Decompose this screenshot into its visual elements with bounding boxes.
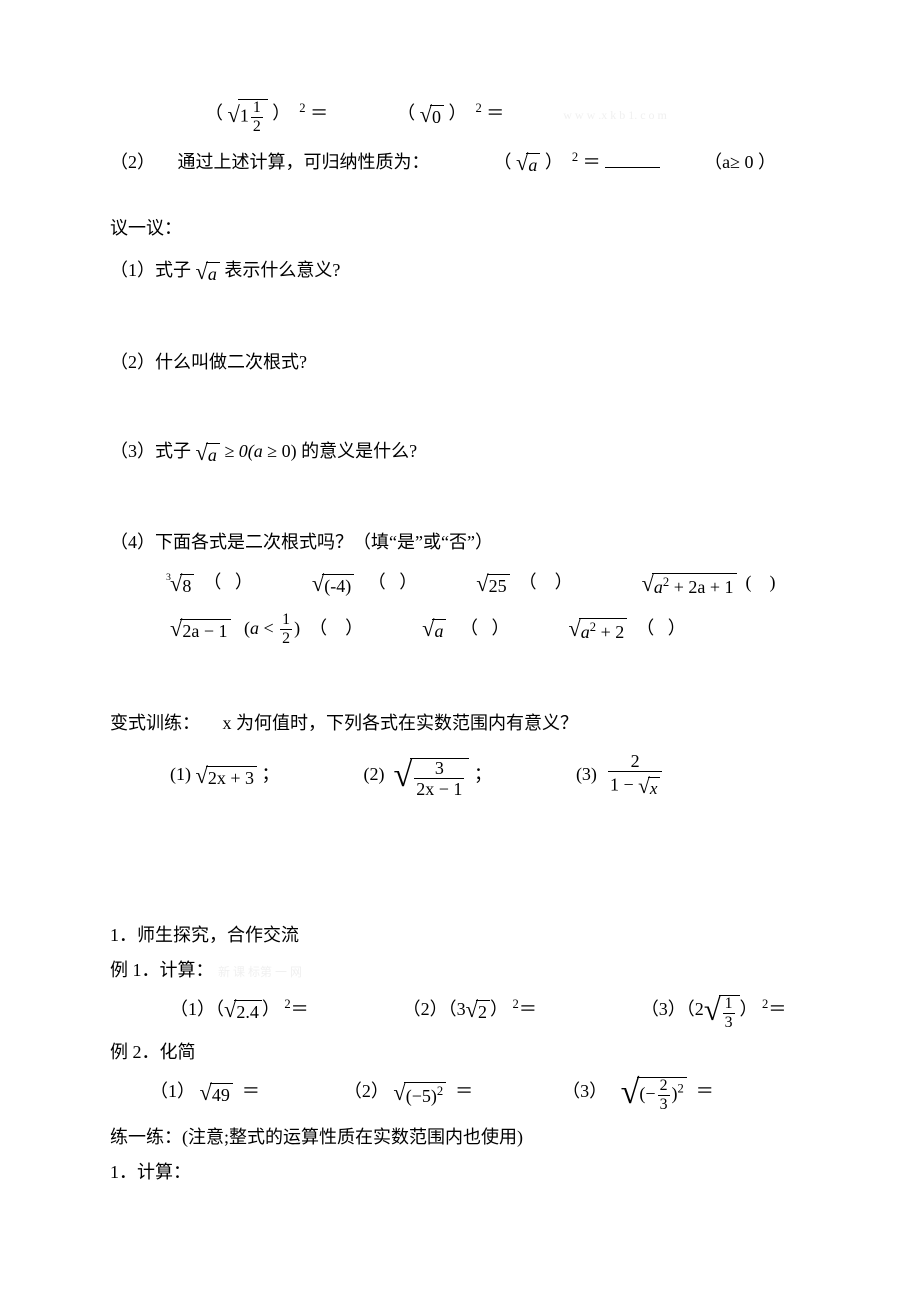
example-2-problems: （1） √49 ＝ （2） √(−5)2 ＝ （3） √(−23)2 ＝ bbox=[110, 1073, 830, 1113]
variation-text: x 为何值时，下列各式在实数范围内有意义？ bbox=[223, 713, 579, 733]
variation-title: 变式训练： bbox=[110, 713, 200, 733]
paren-left: （ bbox=[205, 103, 223, 123]
equals: ＝ bbox=[486, 103, 504, 123]
paren-right: ） bbox=[448, 103, 466, 123]
ex1-p3: （3）（2√13） 2＝ bbox=[641, 999, 787, 1019]
sqrt-a-icon: √a bbox=[196, 439, 220, 467]
variation-title-line: 变式训练： x 为何值时，下列各式在实数范围内有意义？ bbox=[110, 709, 830, 738]
expr4-line1: 3 √8 （ ） √(-4) （ ） √25 （ ） √a2 + 2a + 1 … bbox=[110, 563, 830, 603]
blank-underline bbox=[605, 148, 660, 168]
frac-2-over: 2 1 − √x bbox=[606, 752, 664, 800]
watermark-text: w w w .x k b 1. c o m bbox=[563, 108, 667, 122]
discuss-q2: （2）什么叫做二次根式? bbox=[110, 348, 830, 377]
discuss-q1: （1）式子 √a 表示什么意义? bbox=[110, 256, 830, 286]
ex2-p3: （3） √(−23)2 ＝ bbox=[562, 1081, 714, 1101]
p3-label: (3) bbox=[576, 764, 597, 784]
ex2-p2: （2） √(−5)2 ＝ bbox=[344, 1081, 478, 1101]
paren-right: ） bbox=[272, 103, 290, 123]
equals: ＝ bbox=[583, 152, 601, 172]
discuss-q3: （3）式子 √a ≥ 0(a ≥ 0) 的意义是什么? bbox=[110, 437, 830, 467]
sqrt-0: √0 bbox=[420, 101, 444, 129]
expr4-line2: √2a − 1 (a < 12) （ ） √a （ ） √a2 + 2 （ ） bbox=[110, 609, 830, 649]
sqrt-a2p2: √a2 + 2 bbox=[568, 614, 627, 644]
practice-item-1: 1．计算： bbox=[110, 1158, 830, 1187]
p1-label: (1) bbox=[170, 764, 191, 784]
sqrt-2a-1: √2a − 1 bbox=[170, 615, 231, 643]
condition: （a≥ 0 ） bbox=[704, 152, 776, 172]
watermark-text: 新 课 标第 一 网 bbox=[218, 965, 302, 979]
expr-line-1: （ √ 112 ） 2 ＝ （ √0 ） 2 ＝ w w w .x k b 1.… bbox=[110, 95, 830, 135]
exp-label: 2 bbox=[471, 103, 482, 123]
section-1: 1．师生探究，合作交流 bbox=[110, 921, 830, 950]
sqrt-frac-3: √32x − 1 bbox=[394, 754, 470, 798]
sqrt-25: √25 bbox=[476, 570, 509, 598]
sqrt-a: √a bbox=[516, 149, 540, 177]
sqrt-1-1-2: √ 112 bbox=[228, 95, 268, 135]
paren-left: （ bbox=[397, 103, 415, 123]
example-1-problems: （1）（√2.4） 2＝ （2）（3√2） 2＝ （3）（2√13） 2＝ bbox=[110, 991, 830, 1031]
practice-title: 练一练：(注意;整式的运算性质在实数范围内也使用) bbox=[110, 1123, 830, 1152]
equals: ＝ bbox=[310, 103, 328, 123]
ex1-p2: （2）（3√2） 2＝ bbox=[403, 999, 542, 1019]
ex1-p1: （1）（√2.4） 2＝ bbox=[170, 999, 313, 1019]
property-text: 通过上述计算，可归纳性质为： bbox=[160, 152, 430, 172]
discuss-title: 议一议： bbox=[110, 214, 830, 243]
ex2-p1: （1） √49 ＝ bbox=[150, 1081, 264, 1101]
property-line: （2） 通过上述计算，可归纳性质为： （ √a ） 2 ＝ （a≥ 0 ） bbox=[110, 147, 830, 178]
exp-label: 2 bbox=[295, 103, 306, 123]
sqrt-a-icon: √a bbox=[196, 258, 220, 286]
cond-a-lt-half: (a < 12) bbox=[244, 618, 300, 638]
p2-label: (2) bbox=[364, 764, 385, 784]
sqrt-2x3: √2x + 3 bbox=[196, 762, 258, 790]
exp-label: 2 bbox=[567, 152, 578, 172]
sqrt-neg4: √(-4) bbox=[312, 570, 354, 598]
paren-left: （ bbox=[494, 152, 512, 172]
sqrt-a-icon: √a bbox=[422, 615, 446, 643]
page: （ √ 112 ） 2 ＝ （ √0 ） 2 ＝ w w w .x k b 1.… bbox=[0, 0, 920, 1252]
cbrt-8: 3 √8 bbox=[170, 570, 194, 598]
example-2-title: 例 2．化简 bbox=[110, 1038, 830, 1067]
item-label: （2） bbox=[110, 152, 155, 172]
example-1-title: 例 1．计算： 新 课 标第 一 网 bbox=[110, 956, 830, 985]
discuss-q4: （4）下面各式是二次根式吗？（填“是”或“否”） bbox=[110, 528, 830, 557]
paren-right: ） bbox=[545, 152, 563, 172]
sqrt-poly: √a2 + 2a + 1 bbox=[642, 569, 737, 599]
variation-problems: (1) √2x + 3 ； (2) √32x − 1 ； (3) 2 1 − √… bbox=[110, 752, 830, 800]
